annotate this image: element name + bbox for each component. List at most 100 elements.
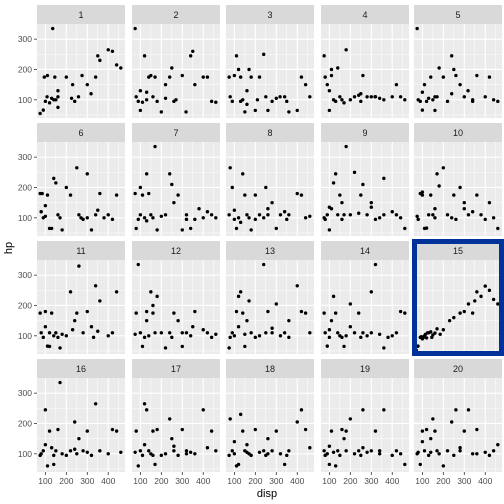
data-point bbox=[340, 217, 344, 222]
x-tick-label: 100 bbox=[227, 476, 241, 486]
data-point bbox=[205, 210, 210, 214]
data-point bbox=[325, 344, 329, 348]
data-point bbox=[466, 213, 471, 217]
data-point bbox=[245, 318, 249, 323]
data-point bbox=[266, 436, 270, 441]
data-point bbox=[398, 216, 403, 220]
data-point bbox=[184, 217, 189, 222]
data-point bbox=[487, 200, 492, 205]
data-point bbox=[433, 216, 437, 220]
data-point bbox=[69, 96, 74, 100]
data-point bbox=[243, 110, 247, 114]
data-point bbox=[264, 185, 268, 190]
data-point bbox=[415, 214, 419, 218]
data-point bbox=[475, 427, 479, 432]
data-point bbox=[47, 101, 52, 105]
data-point bbox=[282, 210, 287, 214]
data-point bbox=[106, 334, 110, 338]
data-point bbox=[278, 95, 282, 99]
data-point bbox=[214, 449, 218, 453]
data-point bbox=[369, 290, 373, 294]
data-point bbox=[470, 311, 475, 315]
data-point bbox=[144, 98, 149, 102]
facet-panel-2: 2 bbox=[132, 5, 220, 118]
data-point bbox=[462, 207, 466, 211]
data-point bbox=[323, 75, 327, 79]
data-point bbox=[496, 99, 500, 104]
data-point bbox=[433, 207, 437, 211]
data-point bbox=[390, 210, 394, 214]
data-point bbox=[201, 75, 205, 79]
y-tick-label: 100 bbox=[18, 331, 32, 341]
data-point bbox=[136, 262, 140, 267]
data-point bbox=[60, 452, 64, 456]
data-point bbox=[45, 95, 49, 99]
data-point bbox=[470, 210, 475, 214]
data-point bbox=[325, 213, 329, 217]
data-point bbox=[470, 452, 475, 456]
data-point bbox=[96, 208, 100, 212]
data-point bbox=[329, 67, 334, 72]
data-point bbox=[85, 309, 89, 314]
data-point bbox=[398, 95, 403, 99]
data-point bbox=[431, 417, 435, 421]
facet-panel-14: 14 bbox=[321, 241, 409, 354]
y-tick-label: 200 bbox=[18, 418, 32, 428]
data-point bbox=[336, 331, 340, 335]
data-point bbox=[369, 331, 373, 335]
data-point bbox=[441, 328, 446, 332]
facet-strip-label: 13 bbox=[265, 246, 275, 256]
data-point bbox=[228, 166, 232, 170]
y-tick-label: 300 bbox=[18, 388, 32, 398]
panel-background bbox=[321, 24, 409, 118]
data-point bbox=[153, 331, 157, 335]
data-point bbox=[287, 335, 291, 340]
x-tick-label: 400 bbox=[290, 476, 304, 486]
data-point bbox=[93, 213, 98, 217]
data-point bbox=[253, 335, 258, 340]
data-point bbox=[373, 217, 378, 222]
data-point bbox=[441, 464, 446, 468]
data-point bbox=[77, 436, 81, 441]
data-point bbox=[89, 92, 93, 96]
data-point bbox=[424, 226, 429, 230]
data-point bbox=[433, 108, 437, 113]
data-point bbox=[134, 95, 138, 99]
data-point bbox=[102, 216, 106, 220]
data-point bbox=[394, 331, 399, 335]
data-point bbox=[403, 462, 407, 467]
data-point bbox=[144, 219, 149, 223]
data-point bbox=[415, 26, 419, 31]
data-point bbox=[214, 216, 218, 220]
y-tick-label: 100 bbox=[18, 95, 32, 105]
data-point bbox=[441, 75, 446, 79]
data-point bbox=[93, 284, 98, 288]
data-point bbox=[333, 99, 338, 104]
data-point bbox=[236, 294, 241, 299]
data-point bbox=[352, 331, 357, 335]
facet-strip bbox=[37, 359, 125, 378]
data-point bbox=[394, 449, 399, 453]
data-point bbox=[247, 299, 251, 303]
data-point bbox=[180, 228, 184, 232]
data-point bbox=[270, 99, 274, 104]
panel-background bbox=[414, 24, 502, 118]
data-point bbox=[266, 213, 270, 217]
data-point bbox=[236, 67, 241, 72]
facet-panel-13: 13 bbox=[226, 241, 314, 354]
facet-panel-7: 7 bbox=[132, 123, 220, 236]
data-point bbox=[282, 95, 287, 99]
data-point bbox=[184, 110, 188, 114]
x-tick-label: 200 bbox=[248, 476, 262, 486]
data-point bbox=[352, 95, 357, 99]
data-point bbox=[188, 450, 193, 454]
data-point bbox=[299, 193, 304, 197]
data-point bbox=[403, 226, 407, 231]
data-point bbox=[429, 330, 433, 334]
data-point bbox=[359, 92, 363, 96]
data-point bbox=[155, 99, 159, 104]
data-point bbox=[365, 450, 369, 454]
data-point bbox=[416, 217, 420, 222]
data-point bbox=[68, 449, 73, 453]
